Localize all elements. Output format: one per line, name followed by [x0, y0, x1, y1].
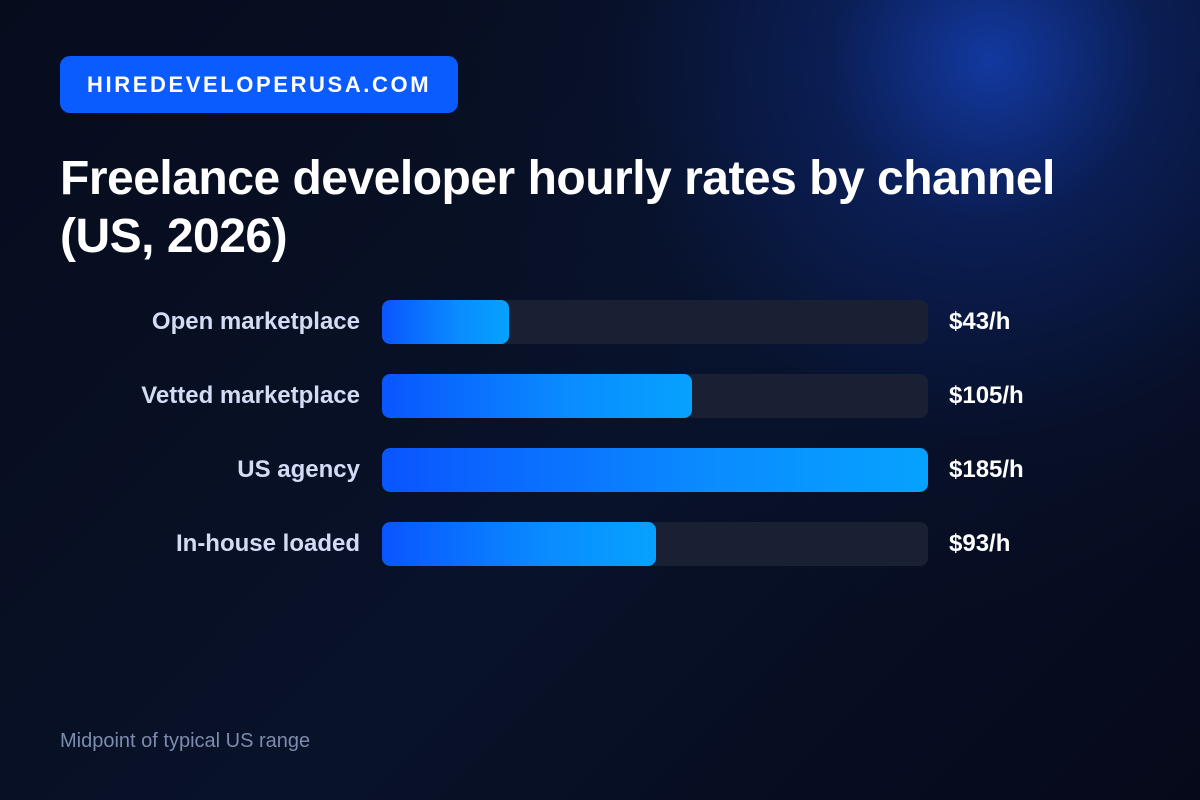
bar-row: Open marketplace $43/h [0, 300, 1200, 344]
bar-track [382, 300, 928, 344]
bar-row: In-house loaded $93/h [0, 522, 1200, 566]
brand-badge: HIREDEVELOPERUSA.COM [60, 56, 459, 113]
bar [382, 374, 692, 418]
bar-row: Vetted marketplace $105/h [0, 374, 1200, 418]
bar-row: US agency $185/h [0, 448, 1200, 492]
value-label: $105/h [949, 382, 1024, 409]
category-label: In-house loaded [175, 530, 360, 557]
bar-track [382, 522, 928, 566]
chart-title: Freelance developer hourly rates by chan… [60, 152, 1055, 263]
bar [382, 448, 928, 492]
footnote: Midpoint of typical US range [60, 730, 311, 752]
bar [382, 522, 657, 566]
value-label: $185/h [949, 456, 1024, 483]
value-label: $43/h [949, 308, 1011, 335]
bar-track [382, 374, 928, 418]
value-label: $93/h [949, 530, 1011, 557]
category-label: US agency [237, 456, 360, 483]
category-label: Vetted marketplace [141, 382, 360, 409]
category-label: Open marketplace [151, 308, 360, 335]
brand-label: HIREDEVELOPERUSA.COM [87, 71, 432, 97]
bar-track [382, 448, 928, 492]
bar [382, 300, 509, 344]
